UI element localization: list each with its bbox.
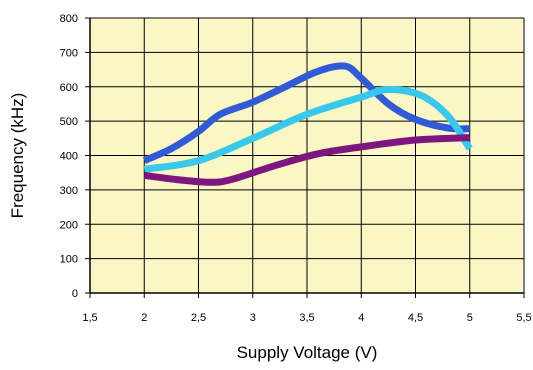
- series-lines: [142, 62, 473, 186]
- x-axis-title: Supply Voltage (V): [237, 343, 378, 362]
- y-tick-label: 400: [60, 151, 78, 163]
- x-tick-label: 3,5: [299, 312, 314, 324]
- x-tick-label: 1,5: [82, 312, 97, 324]
- y-tick-label: 700: [60, 47, 78, 59]
- series-line-1: [142, 62, 470, 164]
- x-tick-label: 5: [467, 312, 473, 324]
- y-tick-label: 500: [60, 116, 78, 128]
- series-line-3: [143, 134, 470, 186]
- x-tick-label: 5,5: [516, 312, 531, 324]
- x-tick-label: 4: [358, 312, 364, 324]
- y-axis-title: Frequency (kHz): [8, 93, 27, 219]
- y-tick-label: 0: [72, 288, 78, 300]
- x-tick-label: 3: [250, 312, 256, 324]
- y-tick-label: 300: [60, 185, 78, 197]
- axes: [85, 17, 525, 298]
- x-tick-label: 2,5: [191, 312, 206, 324]
- x-tick-label: 4,5: [408, 312, 423, 324]
- y-tick-label: 600: [60, 82, 78, 94]
- y-tick-label: 800: [60, 13, 78, 25]
- x-tick-label: 2: [141, 312, 147, 324]
- y-tick-labels: 0 100 200 300 400 500 600 700 800: [60, 13, 78, 300]
- series-line-2: [143, 85, 473, 173]
- y-tick-label: 100: [60, 254, 78, 266]
- x-tick-labels: 1,5 2 2,5 3 3,5 4 4,5 5 5,5: [82, 312, 531, 324]
- y-tick-label: 200: [60, 219, 78, 231]
